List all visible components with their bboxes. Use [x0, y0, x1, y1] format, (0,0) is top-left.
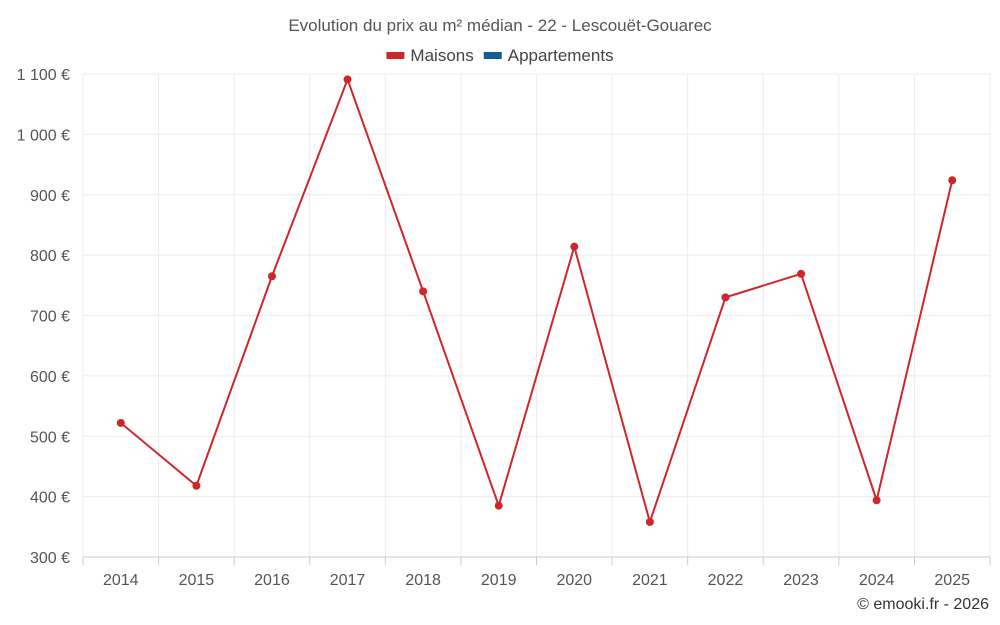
data-point[interactable] — [116, 418, 125, 427]
data-point[interactable] — [192, 481, 201, 490]
x-tick-label: 2025 — [934, 572, 970, 589]
y-tick-label: 400 € — [30, 490, 70, 507]
legend-label: Maisons — [410, 46, 473, 65]
y-tick-label: 500 € — [30, 429, 70, 446]
data-point[interactable] — [419, 287, 428, 296]
legend-swatch — [386, 52, 405, 59]
y-tick-label: 800 € — [30, 248, 70, 265]
x-tick-label: 2023 — [783, 572, 819, 589]
x-tick-label: 2016 — [254, 572, 290, 589]
grid — [82, 73, 991, 557]
data-point[interactable] — [570, 242, 579, 251]
x-tick-label: 2022 — [708, 572, 744, 589]
chart-title: Evolution du prix au m² médian - 22 - Le… — [288, 16, 712, 35]
y-tick-label: 900 € — [30, 188, 70, 205]
x-tick-label: 2021 — [632, 572, 668, 589]
y-tick-label: 1 000 € — [17, 127, 70, 144]
legend-label: Appartements — [508, 46, 614, 65]
x-tick-label: 2020 — [556, 572, 592, 589]
legend-item-maisons[interactable]: Maisons — [386, 46, 474, 65]
data-point[interactable] — [872, 496, 881, 505]
legend[interactable]: Maisons Appartements — [386, 46, 614, 65]
x-tick-label: 2024 — [859, 572, 895, 589]
y-tick-label: 600 € — [30, 369, 70, 386]
x-tick-label: 2019 — [481, 572, 517, 589]
data-point[interactable] — [948, 176, 957, 185]
data-point[interactable] — [267, 272, 276, 281]
x-tick-label: 2015 — [179, 572, 215, 589]
series-layer — [116, 75, 957, 526]
legend-item-appartements[interactable]: Appartements — [483, 46, 614, 65]
y-tick-label: 700 € — [30, 309, 70, 326]
x-tick-label: 2017 — [330, 572, 366, 589]
credit-text: © emooki.fr - 2026 — [857, 596, 989, 613]
data-point[interactable] — [343, 75, 352, 84]
data-point[interactable] — [721, 293, 730, 302]
data-point[interactable] — [797, 269, 806, 278]
series-line-maisons — [120, 78, 954, 523]
axes: 300 € 400 € 500 € 600 € 700 € 800 € 900 € 1 000… — [17, 67, 991, 589]
data-point[interactable] — [494, 501, 503, 510]
y-tick-label: 300 € — [30, 550, 70, 567]
legend-swatch — [483, 52, 502, 59]
x-tick-label: 2018 — [405, 572, 441, 589]
data-point[interactable] — [645, 517, 654, 526]
x-tick-label: 2014 — [103, 572, 139, 589]
y-tick-label: 1 100 € — [17, 67, 70, 84]
